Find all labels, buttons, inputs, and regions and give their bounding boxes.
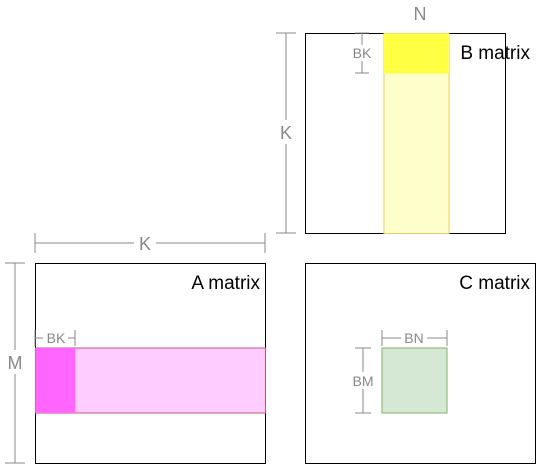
b-matrix-n-label: N bbox=[414, 4, 427, 24]
a-matrix-m-label: M bbox=[8, 353, 23, 373]
c-matrix-title: C matrix bbox=[459, 273, 530, 294]
a-matrix-bk-label-bg bbox=[43, 330, 68, 346]
b-matrix: N K BK B matrix bbox=[275, 4, 530, 234]
b-matrix-tile bbox=[384, 33, 449, 74]
b-matrix-bk-label-bg bbox=[350, 45, 374, 61]
b-matrix-k-label-bg bbox=[275, 120, 297, 144]
a-matrix-k-label: K bbox=[139, 234, 151, 254]
c-matrix-bn-label: BN bbox=[404, 330, 423, 346]
a-matrix: K M BK A matrix bbox=[3, 232, 266, 464]
a-matrix-tile bbox=[35, 348, 76, 413]
b-matrix-k-label: K bbox=[280, 123, 292, 143]
c-matrix-bn-label-bg bbox=[401, 330, 427, 346]
a-matrix-bk-label: BK bbox=[47, 330, 66, 346]
a-matrix-m-label-bg bbox=[3, 350, 27, 374]
b-matrix-bk-label: BK bbox=[353, 45, 372, 61]
a-matrix-title: A matrix bbox=[191, 273, 260, 294]
c-matrix-bm-label: BM bbox=[353, 373, 374, 389]
b-matrix-title: B matrix bbox=[460, 43, 530, 64]
c-matrix: BN BM C matrix bbox=[305, 263, 536, 464]
c-matrix-tile bbox=[381, 347, 448, 414]
c-matrix-bm-label-bg bbox=[349, 372, 377, 389]
a-matrix-k-label-bg bbox=[134, 232, 156, 254]
